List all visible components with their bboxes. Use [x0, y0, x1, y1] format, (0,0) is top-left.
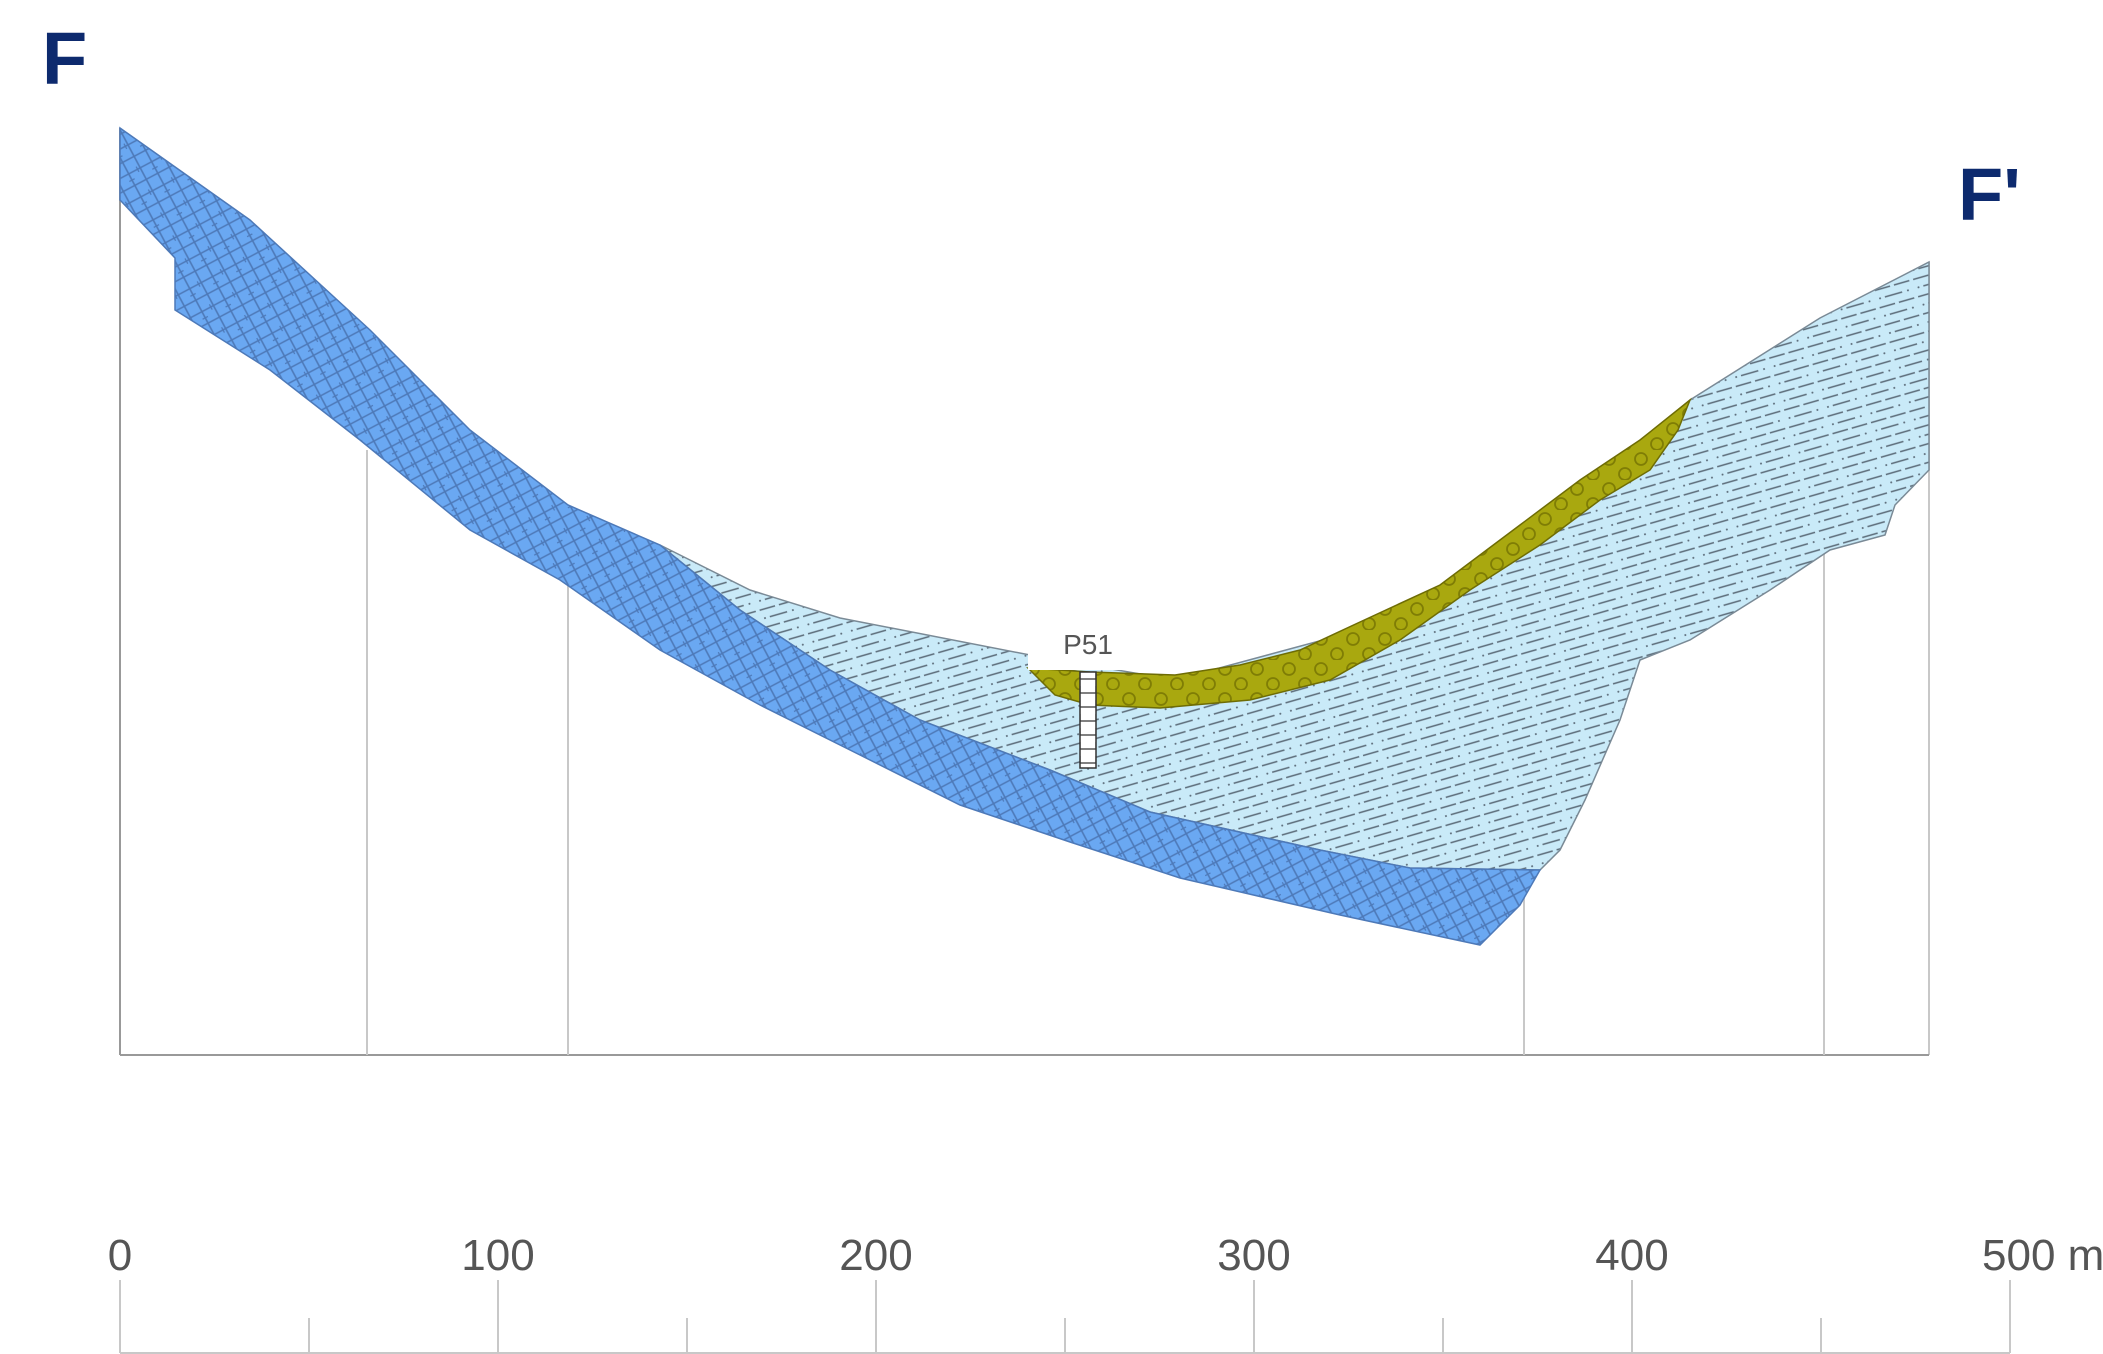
scale-tick-label: 500 m [1982, 1231, 2103, 1280]
borehole-p51[interactable]: P51 [1028, 622, 1128, 769]
scale-tick-label: 300 [1217, 1231, 1290, 1280]
scale-tick-label: 200 [839, 1231, 912, 1280]
borehole-label-background [1028, 622, 1128, 670]
bedrock-layer [119, 126, 1542, 946]
section-end-label: F' [1958, 153, 2021, 236]
section-start-label: F [42, 17, 88, 100]
scale-bar: 0 100 200 300 400 500 m [108, 1231, 2103, 1354]
borehole-column [1079, 671, 1097, 769]
scale-tick-label: 0 [108, 1231, 132, 1280]
section-frame [119, 128, 1930, 1056]
clay-silt-layer [659, 260, 1930, 871]
scale-tick-label: 100 [461, 1231, 534, 1280]
scale-tick-label: 400 [1595, 1231, 1668, 1280]
borehole-label: P51 [1063, 629, 1113, 660]
